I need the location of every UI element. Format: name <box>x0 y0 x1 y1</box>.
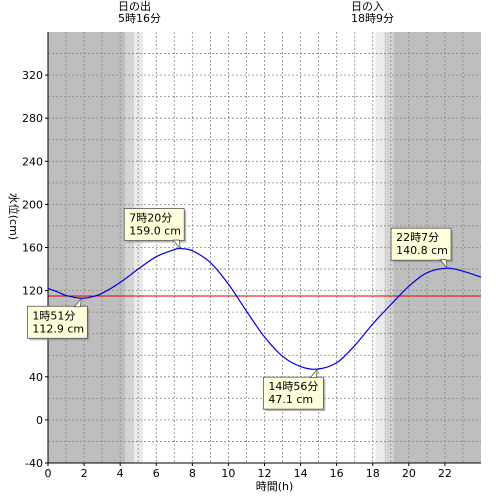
callout-value: 159.0 cm <box>129 225 181 238</box>
callout-value: 140.8 cm <box>396 244 448 257</box>
x-tick-label: 6 <box>153 467 160 480</box>
callout-time: 1時51分 <box>32 309 75 322</box>
callout-time: 14時56分 <box>268 380 318 393</box>
x-tick-label: 20 <box>402 467 416 480</box>
callout-value: 112.9 cm <box>32 322 84 335</box>
twilight-band-evening-1 <box>375 32 385 463</box>
callout-pointer <box>73 296 82 308</box>
callout-pointer <box>439 259 448 270</box>
callout-box <box>123 208 185 241</box>
callout-time: 7時20分 <box>129 212 172 225</box>
x-tick-label: 8 <box>189 467 196 480</box>
callout-box <box>26 305 88 339</box>
y-tick-label: 0 <box>36 414 43 427</box>
twilight-band-morning-2 <box>134 32 144 463</box>
callout-pointer <box>309 367 318 379</box>
x-tick-label: 14 <box>294 467 308 480</box>
sunrise-label: 日の出 <box>118 0 151 13</box>
sunset-label: 日の入 <box>351 0 384 13</box>
x-tick-label: 10 <box>221 467 235 480</box>
callout-pointer <box>172 239 181 250</box>
x-tick-label: 16 <box>330 467 344 480</box>
callout-box <box>390 227 452 261</box>
x-tick-label: 4 <box>117 467 124 480</box>
y-tick-label: 240 <box>22 155 43 168</box>
sunset-header: 日の入 18時9分 <box>351 1 394 25</box>
grid-lines <box>48 32 481 463</box>
callout-value: 47.1 cm <box>268 393 313 406</box>
sunrise-time: 5時16分 <box>118 12 161 25</box>
y-tick-label: -40 <box>25 457 43 470</box>
y-axis-label: 水位(cm) <box>7 193 21 240</box>
tide-series-line <box>47 247 482 370</box>
x-tick-label: 22 <box>438 467 452 480</box>
x-tick-label: 0 <box>45 467 52 480</box>
x-tick-label: 18 <box>366 467 380 480</box>
y-tick-label: 160 <box>22 242 43 255</box>
sunset-time: 18時9分 <box>351 12 394 25</box>
x-tick-label: 12 <box>258 467 272 480</box>
sunrise-header: 日の出 5時16分 <box>118 1 161 25</box>
x-tick-label: 2 <box>81 467 88 480</box>
y-tick-label: 280 <box>22 112 43 125</box>
tide-curve <box>47 247 482 370</box>
y-tick-label: 320 <box>22 69 43 82</box>
y-tick-label: 120 <box>22 285 43 298</box>
y-tick-label: 200 <box>22 198 43 211</box>
x-axis-label: 時間(h) <box>256 480 294 493</box>
y-tick-label: 40 <box>29 371 43 384</box>
callout-box <box>262 376 324 410</box>
callout-time: 22時7分 <box>396 231 439 244</box>
